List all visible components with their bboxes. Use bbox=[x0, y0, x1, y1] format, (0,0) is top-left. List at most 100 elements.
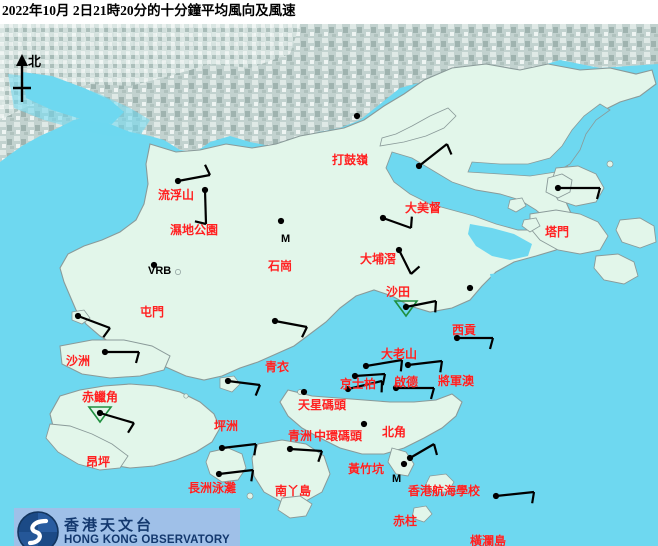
station-label-lau-fau-shan: 流浮山 bbox=[158, 188, 195, 202]
wind-barb-flag-north-point bbox=[429, 387, 436, 400]
station-label-hk-sea-school: 香港航海學校 bbox=[408, 484, 481, 498]
station-marker-peng-chau[interactable] bbox=[224, 377, 232, 385]
wind-barb-shaft-peng-chau bbox=[227, 379, 261, 387]
wind-barb-shaft-lamma-island bbox=[289, 447, 323, 453]
station-label-wong-chuk-hang: 黃竹坑 bbox=[348, 462, 385, 476]
station-marker-tai-mei-tuk[interactable] bbox=[415, 162, 423, 170]
station-label-chek-lap-kok: 赤鱲角 bbox=[82, 390, 119, 404]
station-triangle-tates-cairn bbox=[393, 300, 419, 318]
station-marker-cheung-chau[interactable] bbox=[215, 470, 223, 478]
station-marker-sai-kung[interactable] bbox=[466, 284, 474, 292]
station-marker-stanley[interactable] bbox=[400, 460, 408, 468]
station-marker-tseung-kwan-o[interactable] bbox=[453, 334, 461, 342]
station-label-north-point: 北角 bbox=[382, 425, 407, 439]
wind-barb-flag-lamma-island bbox=[317, 450, 324, 463]
wind-barb-flag-tai-mei-tuk bbox=[445, 143, 453, 155]
station-marker-tai-po-kau[interactable] bbox=[379, 214, 387, 222]
wind-barb-shaft-waglan-island bbox=[495, 490, 535, 498]
hko-emblem-icon bbox=[17, 511, 59, 546]
wind-barb-flag-cheung-chau-beach bbox=[253, 443, 258, 456]
north-label: 北 bbox=[28, 55, 42, 70]
wind-barb-flag-tap-mun bbox=[595, 187, 602, 200]
logo-english: HONG KONG OBSERVATORY bbox=[64, 534, 230, 546]
wind-barb-shaft-tsing-yi bbox=[274, 319, 308, 329]
station-label-peng-chau: 坪洲 bbox=[214, 419, 239, 433]
marker-m-shek-kong: M bbox=[281, 233, 291, 245]
wind-barb-flag-tseung-kwan-o bbox=[488, 337, 495, 350]
station-marker-star-ferry[interactable] bbox=[351, 372, 359, 380]
wind-barb-flag-tai-po-kau bbox=[409, 216, 413, 229]
page-title: 2022年10月 2日21時20分的十分鐘平均風向及風速 bbox=[2, 3, 296, 18]
map-geography bbox=[0, 24, 658, 546]
hko-logo[interactable]: 香港天文台 HONG KONG OBSERVATORY bbox=[14, 508, 240, 546]
station-marker-tap-mun[interactable] bbox=[554, 184, 562, 192]
station-label-sai-kung: 西貢 bbox=[452, 323, 477, 337]
wind-barb-flag-wetland-park bbox=[194, 220, 207, 226]
wind-barb-flag-cheung-chau bbox=[250, 469, 255, 482]
station-label-ta-kwu-ling: 打鼓嶺 bbox=[332, 153, 369, 167]
wind-barb-flag-peng-chau bbox=[254, 384, 262, 396]
station-marker-waglan-island[interactable] bbox=[492, 492, 500, 500]
station-label-tuen-mun: 屯門 bbox=[140, 305, 165, 319]
station-label-tap-mun: 塔門 bbox=[545, 225, 570, 239]
station-label-star-ferry: 天星碼頭 bbox=[298, 398, 347, 412]
station-label-sha-chau: 沙洲 bbox=[66, 354, 91, 368]
station-label-tai-mei-tuk: 大美督 bbox=[405, 201, 442, 215]
station-label-kings-park: 京士柏 bbox=[340, 377, 377, 391]
station-marker-sha-tin[interactable] bbox=[395, 246, 403, 254]
station-marker-kings-park[interactable] bbox=[362, 362, 370, 370]
station-marker-wetland-park[interactable] bbox=[201, 186, 209, 194]
station-label-tai-po-kau: 大埔滘 bbox=[360, 252, 397, 266]
station-marker-lau-fau-shan[interactable] bbox=[174, 177, 182, 185]
station-marker-ta-kwu-ling[interactable] bbox=[353, 112, 361, 120]
wind-barb-flag-kings-park bbox=[399, 359, 404, 372]
station-marker-chek-lap-kok[interactable] bbox=[101, 348, 109, 356]
station-marker-tates-cairn[interactable] bbox=[402, 303, 410, 311]
station-marker-sha-chau[interactable] bbox=[74, 312, 82, 320]
wind-barb-flag-tsing-yi bbox=[301, 326, 308, 338]
wind-barb-flag-chek-lap-kok bbox=[134, 351, 141, 364]
wind-barb-shaft-kai-tak bbox=[407, 359, 443, 367]
wind-barb-shaft-kings-park bbox=[365, 358, 403, 368]
station-label-wetland-park: 濕地公園 bbox=[170, 223, 219, 237]
wind-barb-shaft-cheung-chau-beach bbox=[221, 442, 257, 450]
station-marker-tuen-mun[interactable] bbox=[150, 261, 158, 269]
station-label-green-island: 青洲 bbox=[288, 429, 313, 443]
wind-barb-shaft-central-pier bbox=[347, 379, 383, 391]
station-marker-green-island[interactable] bbox=[300, 388, 308, 396]
wind-barb-flag-lau-fau-shan bbox=[204, 164, 211, 176]
station-label-sha-tin: 沙田 bbox=[386, 285, 411, 299]
station-marker-tsing-yi[interactable] bbox=[271, 317, 279, 325]
station-marker-shek-kong[interactable] bbox=[277, 217, 285, 225]
station-label-kai-tak: 啟德 bbox=[394, 375, 419, 389]
station-label-tseung-kwan-o: 將軍澳 bbox=[438, 374, 475, 388]
station-label-waglan-island: 橫瀾島 bbox=[470, 534, 507, 546]
wind-barb-shaft-tai-po-kau bbox=[382, 216, 412, 230]
marker-vrb-tuen-mun: VRB bbox=[148, 265, 172, 277]
station-marker-lamma-island[interactable] bbox=[286, 445, 294, 453]
wind-barb-shaft-sha-chau bbox=[77, 314, 111, 330]
station-label-ngong-ping: 昂坪 bbox=[86, 455, 111, 469]
station-marker-central-pier[interactable] bbox=[344, 385, 352, 393]
station-marker-kai-tak[interactable] bbox=[404, 361, 412, 369]
wind-barb-flag-tates-cairn bbox=[434, 300, 438, 313]
wind-barb-flag-waglan-island bbox=[531, 491, 536, 504]
station-label-lamma-island: 南丫島 bbox=[275, 484, 312, 498]
map-canvas[interactable]: 北 打鼓嶺 流浮山 濕地公園 石崗 大美督 塔門 大埔滘 沙田 屯門 沙洲 赤鱲角 青衣 大老山 西貢 京士… bbox=[0, 24, 658, 546]
wind-barb-flag-sha-chau bbox=[102, 327, 111, 338]
north-arrow-icon bbox=[13, 54, 31, 102]
station-marker-ngong-ping[interactable] bbox=[96, 409, 104, 417]
station-label-shek-kong: 石崗 bbox=[268, 259, 293, 273]
wind-barb-shaft-tai-mei-tuk bbox=[418, 143, 448, 167]
wind-barb-shaft-sha-tin bbox=[398, 249, 412, 275]
station-label-tates-cairn: 大老山 bbox=[381, 347, 418, 361]
station-marker-north-point[interactable] bbox=[392, 384, 400, 392]
wind-barb-shaft-cheung-chau bbox=[218, 468, 254, 476]
station-marker-cheung-chau-beach[interactable] bbox=[218, 444, 226, 452]
station-label-stanley: 赤柱 bbox=[393, 514, 418, 528]
station-marker-wong-chuk-hang[interactable] bbox=[360, 420, 368, 428]
wind-barb-shaft-wetland-park bbox=[203, 189, 208, 225]
wind-barb-flag-ngong-ping bbox=[127, 422, 135, 434]
station-marker-hk-sea-school[interactable] bbox=[406, 454, 414, 462]
